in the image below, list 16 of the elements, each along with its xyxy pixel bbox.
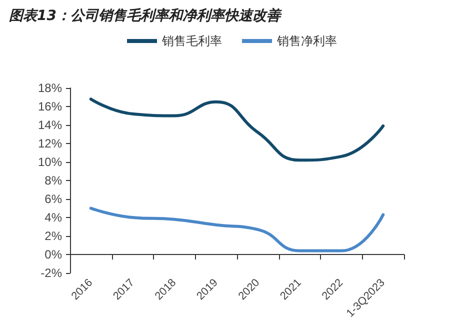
y-tick-label: 4% — [44, 210, 62, 224]
legend-label: 销售净利率 — [276, 34, 337, 48]
chart-title: 图表13：公司销售毛利率和净利率快速改善 — [9, 7, 282, 24]
y-tick-label: -2% — [40, 266, 62, 280]
y-tick-label: 18% — [38, 81, 62, 95]
y-tick-label: 10% — [38, 155, 62, 169]
line-series — [89, 206, 385, 252]
y-tick-label: 8% — [44, 174, 62, 188]
y-tick-label: 6% — [44, 192, 62, 206]
legend-label: 销售毛利率 — [161, 34, 222, 48]
y-tick-label: 2% — [44, 229, 62, 243]
y-tick-label: 16% — [38, 100, 62, 114]
line-series — [89, 98, 385, 162]
y-tick-label: 12% — [38, 136, 62, 150]
y-tick-label: 0% — [44, 248, 62, 262]
y-tick-label: 14% — [38, 118, 62, 132]
